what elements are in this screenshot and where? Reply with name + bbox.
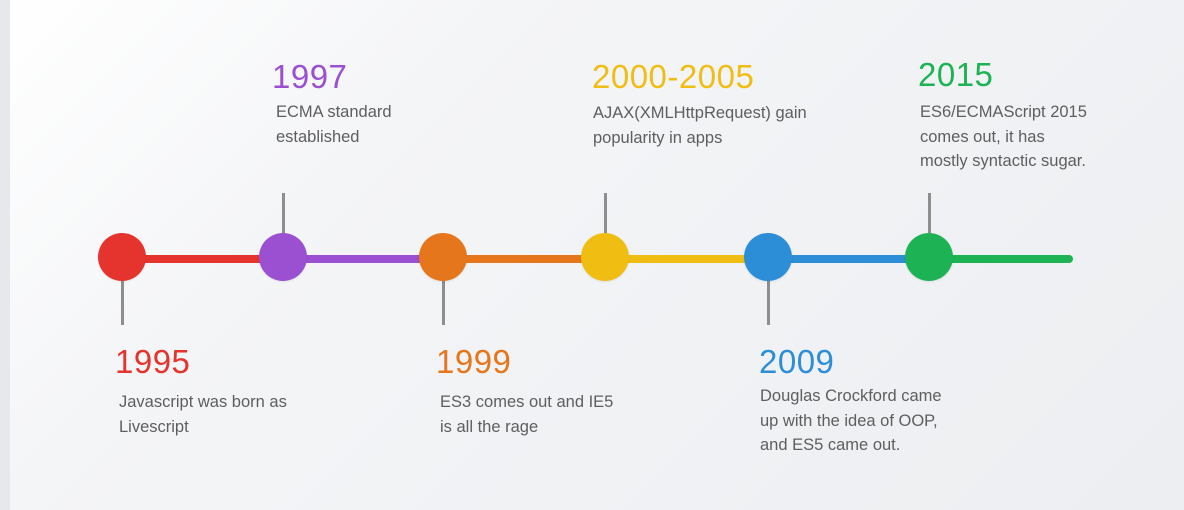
event-year-1995: 1995 [115, 343, 191, 380]
stem-1995 [121, 281, 124, 325]
event-text-2000-2005: AJAX(XMLHttpRequest) gain popularity in … [593, 104, 807, 147]
timeline-segment-1997 [283, 255, 445, 263]
timeline-dot-2009 [744, 233, 792, 281]
event-year-1997: 1997 [272, 58, 348, 95]
event-year-2009: 2009 [759, 343, 835, 380]
timeline-segment-1999 [443, 255, 607, 263]
event-year-2015: 2015 [918, 56, 994, 93]
timeline-segment-2009 [768, 255, 931, 263]
event-text-2015: ES6/ECMAScript 2015 comes out, it has mo… [920, 103, 1087, 170]
timeline-dot-2000-2005 [581, 233, 629, 281]
timeline-dot-1997 [259, 233, 307, 281]
stem-2015 [928, 193, 931, 233]
stem-1999 [442, 281, 445, 325]
timeline-segment-2015 [929, 255, 1073, 263]
left-edge-strip [0, 0, 10, 510]
stem-2009 [767, 281, 770, 325]
stem-1997 [282, 193, 285, 233]
timeline-segment-1995 [122, 255, 285, 263]
event-text-2009: Douglas Crockford came up with the idea … [760, 387, 942, 454]
event-year-2000-2005: 2000-2005 [592, 58, 755, 95]
event-year-1999: 1999 [436, 343, 512, 380]
stem-2000-2005 [604, 193, 607, 233]
event-text-1999: ES3 comes out and IE5 is all the rage [440, 393, 614, 436]
timeline-segment-2000-2005 [605, 255, 770, 263]
timeline-dot-1999 [419, 233, 467, 281]
timeline-dot-2015 [905, 233, 953, 281]
event-text-1995: Javascript was born as Livescript [119, 393, 287, 436]
timeline-dot-1995 [98, 233, 146, 281]
event-text-1997: ECMA standard established [276, 103, 392, 146]
